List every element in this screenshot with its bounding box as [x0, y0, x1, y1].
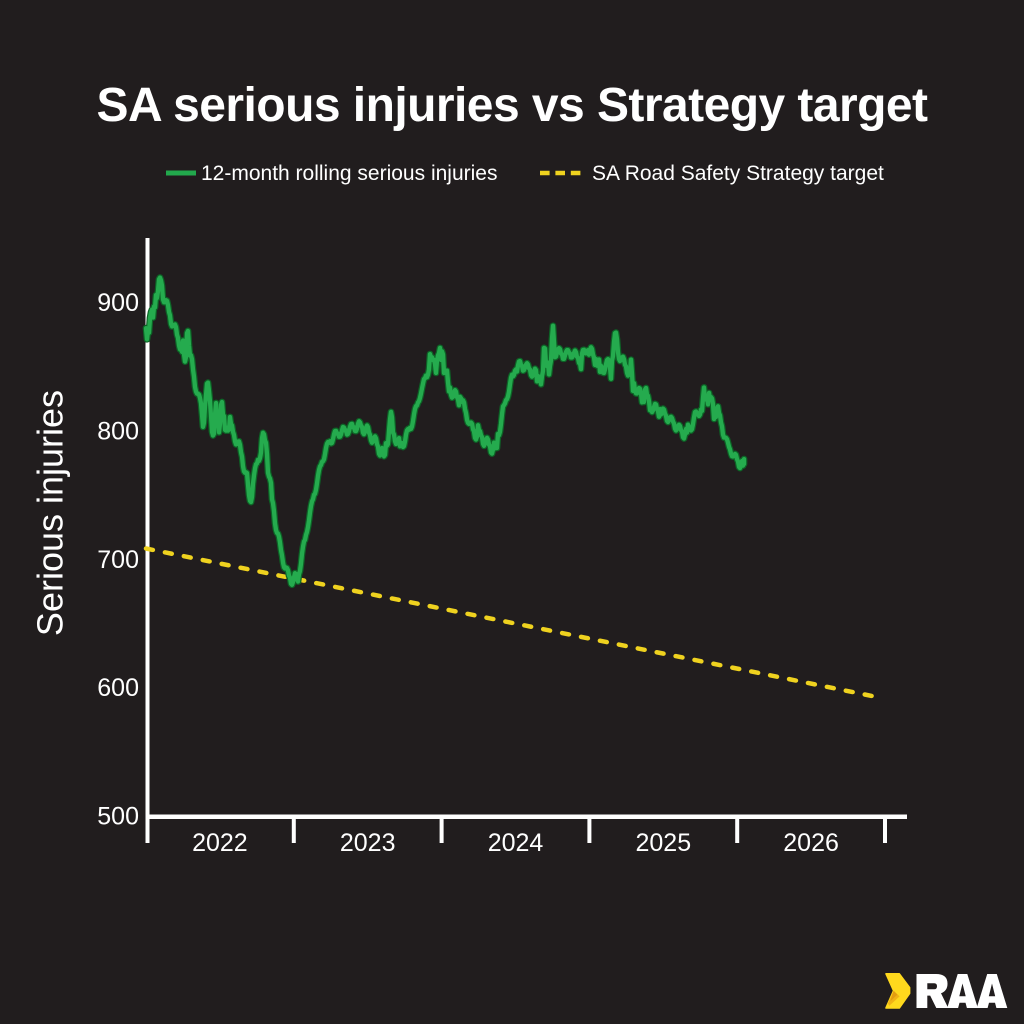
- svg-text:SA Road Safety Strategy target: SA Road Safety Strategy target: [592, 162, 884, 185]
- svg-text:Serious injuries: Serious injuries: [30, 390, 71, 636]
- svg-text:2022: 2022: [192, 829, 248, 857]
- svg-text:2026: 2026: [783, 829, 839, 857]
- svg-text:2024: 2024: [488, 829, 544, 857]
- svg-text:2023: 2023: [340, 829, 396, 857]
- svg-text:700: 700: [97, 546, 139, 574]
- svg-text:800: 800: [97, 418, 139, 446]
- svg-text:12-month rolling serious injur: 12-month rolling serious injuries: [201, 162, 497, 185]
- svg-text:500: 500: [97, 803, 139, 831]
- svg-text:600: 600: [97, 674, 139, 702]
- svg-text:900: 900: [97, 289, 139, 317]
- svg-text:SA serious injuries vs Strateg: SA serious injuries vs Strategy target: [97, 79, 929, 132]
- svg-text:2025: 2025: [635, 829, 691, 857]
